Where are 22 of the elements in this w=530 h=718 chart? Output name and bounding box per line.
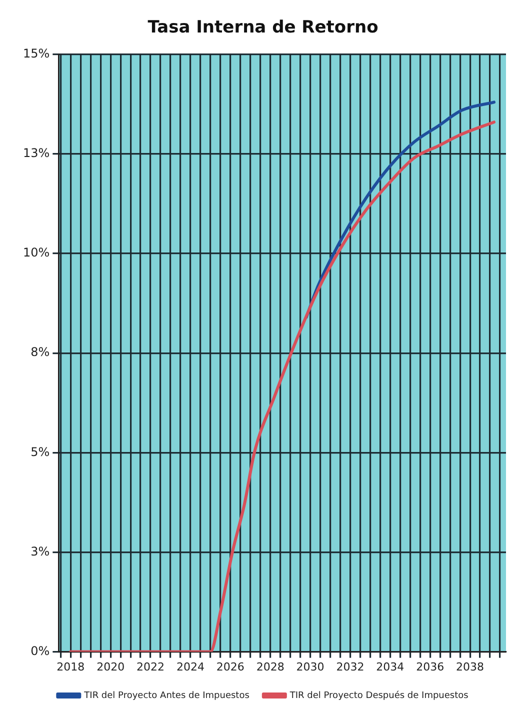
x-tick-label: 2034 — [376, 660, 404, 674]
x-tick-label: 2020 — [96, 660, 125, 674]
y-tick-label: 10% — [23, 246, 50, 260]
legend-label: TIR del Proyecto Antes de Impuestos — [83, 690, 250, 701]
x-tick-label: 2026 — [216, 660, 244, 674]
chart-title: Tasa Interna de Retorno — [148, 18, 378, 38]
x-tick-label: 2032 — [336, 660, 364, 674]
y-tick-label: 13% — [23, 146, 50, 160]
x-tick-label: 2024 — [176, 660, 204, 674]
x-tick-label: 2018 — [56, 660, 85, 674]
y-tick-label: 15% — [23, 46, 50, 61]
line-series — [69, 120, 496, 652]
x-tick-label: 2038 — [456, 660, 484, 674]
y-tick-label: 3% — [30, 544, 50, 558]
x-tick-label: 2028 — [256, 660, 284, 674]
x-tick-label: 2036 — [416, 660, 444, 674]
y-tick-label: 0% — [30, 644, 50, 658]
y-tick-label: 5% — [30, 444, 50, 459]
x-tick-label: 2022 — [136, 660, 165, 674]
legend-label: TIR del Proyecto Después de Impuestos — [288, 690, 469, 701]
y-tick-label: 8% — [30, 345, 50, 360]
x-tick-label: 2030 — [296, 660, 324, 674]
